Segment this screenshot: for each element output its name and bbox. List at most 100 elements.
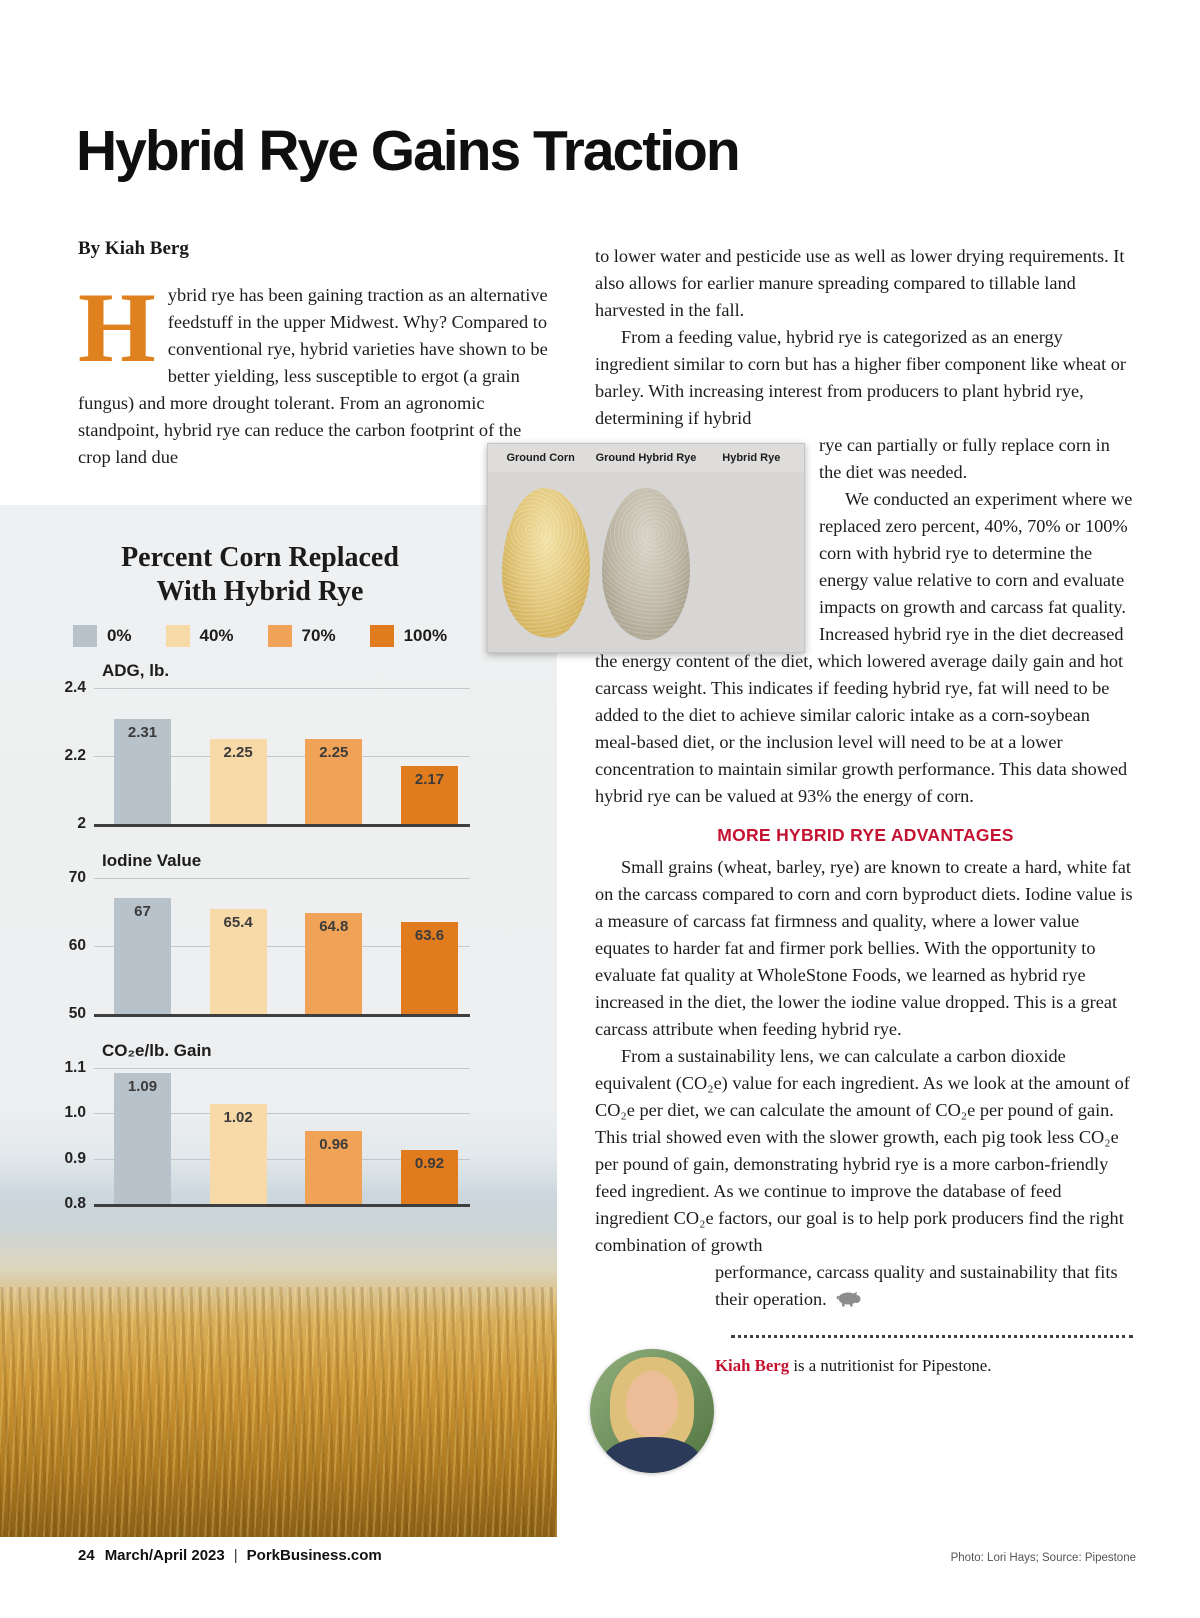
y-axis: 50 60 70 <box>0 869 102 1022</box>
gridline <box>94 688 470 689</box>
y-tick-label: 1.0 <box>64 1104 86 1122</box>
bar-value-label: 2.25 <box>223 744 253 761</box>
y-axis: 2 2.2 2.4 <box>0 679 102 832</box>
paragraph: From a sustainability lens, we can calcu… <box>595 1046 1130 1255</box>
legend-item-0pct: 0% <box>72 625 132 647</box>
y-tick-label: 70 <box>68 869 86 886</box>
page-number: 24 <box>78 1547 95 1564</box>
legend-label: 40% <box>199 626 234 645</box>
pig-icon <box>835 1288 861 1315</box>
chart-section-title: CO₂e/lb. Gain <box>102 1041 212 1060</box>
plot-row: 0.8 0.9 1.0 1.1 1.09 1.02 0.96 0.92 <box>0 1059 557 1212</box>
y-tick-label: 2.4 <box>64 679 86 696</box>
bar-40pct: 2.25 <box>209 739 267 824</box>
y-tick-label: 1.1 <box>64 1059 86 1076</box>
legend-swatch <box>165 625 190 647</box>
gridline <box>94 756 470 757</box>
legend-swatch <box>369 625 394 647</box>
paragraph: Small grains (wheat, barley, rye) are kn… <box>595 857 1133 1039</box>
hybrid-rye-pile <box>704 488 790 636</box>
gridline <box>94 946 470 947</box>
wheat-field-photo <box>0 1287 557 1537</box>
chart-title: Percent Corn Replaced With Hybrid Rye <box>0 541 520 609</box>
byline: By Kiah Berg <box>78 238 189 259</box>
legend-item-70pct: 70% <box>267 625 336 647</box>
gridline <box>94 1068 470 1069</box>
bar-chart-0: ADG, lb. 2 2.2 2.4 2.31 2.25 2.25 2.17 <box>0 661 557 832</box>
bar-70pct: 2.25 <box>305 739 363 824</box>
y-tick-label: 50 <box>68 1005 86 1022</box>
bar-chart-2: CO₂e/lb. Gain 0.8 0.9 1.0 1.1 1.09 1.02 0.96 0.9… <box>0 1041 557 1212</box>
bar-100pct: 0.92 <box>400 1149 458 1204</box>
plot-row: 50 60 70 67 65.4 64.8 63.6 <box>0 869 557 1022</box>
gridline <box>94 1113 470 1115</box>
article-title: Hybrid Rye Gains Traction <box>76 119 741 183</box>
chart-title-line2: With Hybrid Rye <box>156 576 364 607</box>
chart-title-line1: Percent Corn Replaced <box>121 542 399 573</box>
grain-label-ground-corn: Ground Corn <box>506 452 575 464</box>
bar-value-label: 2.17 <box>414 771 445 789</box>
dotted-divider <box>731 1335 1133 1338</box>
plot-area: 1.09 1.02 0.96 0.92 <box>94 1068 470 1207</box>
ground-corn-pile <box>502 488 590 638</box>
bar-value-label: 63.6 <box>414 926 445 944</box>
grain-label-hybrid-rye: Hybrid Rye <box>722 452 781 464</box>
legend-label: 70% <box>301 626 336 645</box>
author-photo <box>590 1349 714 1473</box>
paragraph: to lower water and pesticide use as well… <box>595 246 1125 320</box>
bar-chart-1: Iodine Value 50 60 70 67 65.4 64.8 63.6 <box>0 851 557 1022</box>
bars-group: 67 65.4 64.8 63.6 <box>102 878 470 1014</box>
bar-0pct: 1.09 <box>114 1072 171 1204</box>
paragraph: the energy content of the diet, which lo… <box>595 651 1128 806</box>
chart-section-title: Iodine Value <box>102 851 202 870</box>
y-tick-label: 60 <box>68 937 86 954</box>
text-wrap-around-avatar: performance, carcass quality and sustain… <box>715 1259 1136 1379</box>
y-tick-label: 2 <box>77 815 86 832</box>
author-caption-text: is a nutritionist for Pipestone. <box>789 1356 992 1375</box>
section-heading: MORE HYBRID RYE ADVANTAGES <box>717 825 1014 845</box>
site-name: PorkBusiness.com <box>246 1547 382 1564</box>
charts-container: ADG, lb. 2 2.2 2.4 2.31 2.25 2.25 2.17 Iodine Va… <box>0 661 557 1212</box>
footer-separator: | <box>233 1547 238 1564</box>
bar-100pct: 63.6 <box>400 921 458 1014</box>
chart-section-title: ADG, lb. <box>102 661 170 680</box>
ground-hybrid-rye-pile <box>602 488 690 640</box>
bar-value-label: 2.25 <box>319 744 349 761</box>
plot-area: 2.31 2.25 2.25 2.17 <box>94 688 470 827</box>
legend-swatch <box>267 625 292 647</box>
y-tick-label: 0.9 <box>64 1149 86 1167</box>
text-wrap-around-photo: rye can partially or fully replace corn … <box>819 432 1136 648</box>
intro-text: ybrid rye has been gaining traction as a… <box>78 285 548 467</box>
legend-item-100pct: 100% <box>369 625 448 647</box>
legend-label: 100% <box>403 626 448 645</box>
legend-label: 0% <box>106 626 132 645</box>
author-name: Kiah Berg <box>715 1356 790 1375</box>
paragraph: performance, carcass quality and sustain… <box>715 1259 1136 1315</box>
legend-swatch <box>72 625 97 647</box>
bar-100pct: 2.17 <box>400 766 458 824</box>
bar-value-label: 0.92 <box>414 1154 445 1172</box>
bar-value-label: 2.31 <box>127 723 158 741</box>
bar-0pct: 67 <box>114 898 171 1014</box>
bar-value-label: 0.96 <box>319 1136 349 1154</box>
chart-legend: 0% 40% 70% 100% <box>0 625 520 647</box>
footer-left: 24 March/April 2023 | PorkBusiness.com <box>78 1547 382 1564</box>
bar-value-label: 1.02 <box>223 1109 253 1127</box>
author-caption: Kiah Berg is a nutritionist for Pipeston… <box>715 1352 1136 1379</box>
dropcap: H <box>78 272 156 383</box>
bar-40pct: 65.4 <box>209 909 267 1014</box>
y-tick-label: 0.8 <box>64 1195 86 1212</box>
bars-group: 1.09 1.02 0.96 0.92 <box>102 1068 470 1204</box>
y-axis: 0.8 0.9 1.0 1.1 <box>0 1059 102 1212</box>
paragraph: From a feeding value, hybrid rye is cate… <box>595 327 1127 428</box>
plot-row: 2 2.2 2.4 2.31 2.25 2.25 2.17 <box>0 679 557 832</box>
bar-value-label: 1.09 <box>127 1077 158 1095</box>
bar-0pct: 2.31 <box>114 718 171 824</box>
y-tick-label: 2.2 <box>64 747 86 764</box>
bar-value-label: 65.4 <box>223 914 253 932</box>
plot-area: 67 65.4 64.8 63.6 <box>94 878 470 1017</box>
paragraph: We conducted an experiment where we repl… <box>819 489 1133 644</box>
bar-value-label: 64.8 <box>319 918 349 936</box>
